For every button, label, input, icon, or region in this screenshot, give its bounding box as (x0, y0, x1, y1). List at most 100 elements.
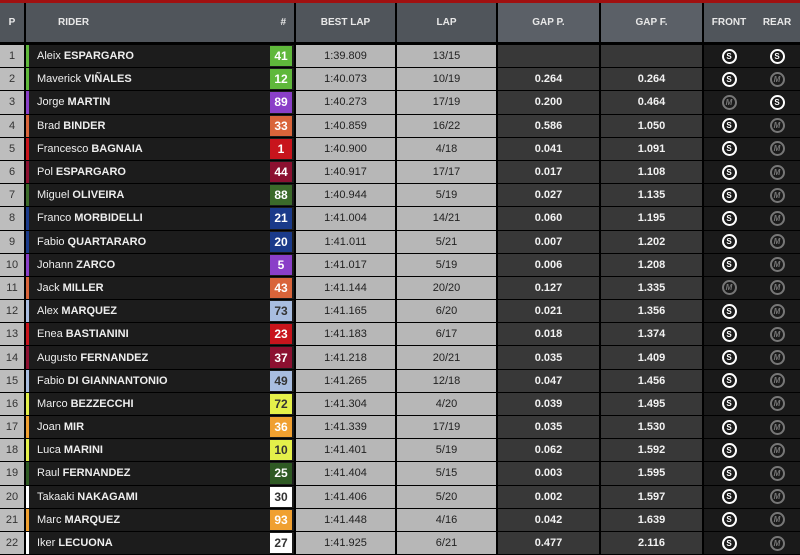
header-front[interactable]: FRONT (704, 3, 754, 42)
best-lap: 1:40.273 (296, 91, 397, 114)
rider-last-name: NAKAGAMI (77, 490, 138, 503)
rider-cell: Johann ZARCO 5 (26, 253, 296, 276)
rear-tyre: M (754, 160, 800, 184)
table-row[interactable]: 14 Augusto FERNANDEZ 37 1:41.218 20/21 0.… (0, 346, 800, 370)
table-row[interactable]: 9 Fabio QUARTARARO 20 1:41.011 5/21 0.007… (0, 230, 800, 254)
table-row[interactable]: 11 Jack MILLER 43 1:41.144 20/20 0.127 1.… (0, 276, 800, 301)
gap-previous: 0.062 (498, 439, 601, 462)
tyre-medium-icon: M (769, 303, 785, 319)
tyre-soft-icon: S (721, 535, 737, 551)
rider-number-badge: 49 (270, 370, 292, 391)
tyre-soft-icon: S (721, 350, 737, 366)
rider-last-name: MARQUEZ (64, 513, 121, 526)
best-lap: 1:40.944 (296, 184, 397, 207)
rider-cell: Aleix ESPARGARO 41 (26, 45, 296, 68)
rider-last-name: LECUONA (58, 537, 113, 550)
position: 15 (0, 369, 26, 392)
rider-first-name: Marco (37, 397, 68, 410)
table-row[interactable]: 15 Fabio DI GIANNANTONIO 49 1:41.265 12/1… (0, 369, 800, 393)
front-tyre: M (704, 91, 754, 114)
header-rear[interactable]: REAR (754, 3, 800, 42)
rider-cell: Pol ESPARGARO 44 (26, 160, 296, 184)
gap-previous: 0.127 (498, 276, 601, 300)
table-row[interactable]: 1 Aleix ESPARGARO 41 1:39.809 13/15 S S (0, 45, 800, 69)
best-lap: 1:40.900 (296, 137, 397, 160)
header-p[interactable]: P (0, 3, 26, 42)
rider-first-name: Fabio (37, 374, 65, 387)
lap: 5/15 (397, 462, 498, 485)
rider-first-name: Jack (37, 281, 60, 294)
table-row[interactable]: 4 Brad BINDER 33 1:40.859 16/22 0.586 1.0… (0, 114, 800, 138)
position: 3 (0, 91, 26, 114)
best-lap: 1:41.183 (296, 323, 397, 346)
lap: 5/19 (397, 184, 498, 207)
rider-cell: Fabio DI GIANNANTONIO 49 (26, 369, 296, 392)
table-row[interactable]: 2 Maverick VIÑALES 12 1:40.073 10/19 0.26… (0, 68, 800, 92)
gap-previous: 0.042 (498, 508, 601, 531)
rear-tyre: M (754, 485, 800, 508)
table-row[interactable]: 13 Enea BASTIANINI 23 1:41.183 6/17 0.018… (0, 323, 800, 347)
timing-table: P RIDER # BEST LAP LAP GAP P. GAP F. FRON… (0, 3, 800, 555)
best-lap: 1:39.809 (296, 45, 397, 68)
lap: 20/20 (397, 276, 498, 300)
header-best-lap[interactable]: BEST LAP (296, 3, 397, 42)
table-row[interactable]: 5 Francesco BAGNAIA 1 1:40.900 4/18 0.041… (0, 137, 800, 161)
table-row[interactable]: 6 Pol ESPARGARO 44 1:40.917 17/17 0.017 1… (0, 160, 800, 185)
rider-cell: Augusto FERNANDEZ 37 (26, 346, 296, 369)
gap-first: 1.050 (601, 114, 704, 137)
lap: 17/17 (397, 160, 498, 184)
tyre-medium-icon: M (769, 280, 785, 296)
rider-last-name: ESPARGARO (63, 50, 134, 63)
header-gap-f[interactable]: GAP F. (601, 3, 704, 42)
rider-last-name: MORBIDELLI (74, 212, 143, 225)
rear-tyre: M (754, 207, 800, 230)
rider-first-name: Alex (37, 305, 59, 318)
table-row[interactable]: 19 Raul FERNANDEZ 25 1:41.404 5/15 0.003 … (0, 462, 800, 486)
position: 10 (0, 253, 26, 276)
rear-tyre: M (754, 508, 800, 531)
gap-first: 1.597 (601, 485, 704, 508)
table-row[interactable]: 12 Alex MARQUEZ 73 1:41.165 6/20 0.021 1.… (0, 300, 800, 324)
rider-cell: Marc MARQUEZ 93 (26, 508, 296, 531)
lap: 10/19 (397, 68, 498, 91)
rider-last-name: VIÑALES (84, 73, 132, 86)
header-rider[interactable]: RIDER # (26, 3, 296, 42)
header-lap[interactable]: LAP (397, 3, 498, 42)
best-lap: 1:40.073 (296, 68, 397, 91)
table-row[interactable]: 3 Jorge MARTIN 89 1:40.273 17/19 0.200 0.… (0, 91, 800, 115)
gap-first: 1.530 (601, 416, 704, 439)
table-row[interactable]: 21 Marc MARQUEZ 93 1:41.448 4/16 0.042 1.… (0, 508, 800, 532)
gap-first: 1.595 (601, 462, 704, 485)
front-tyre: S (704, 68, 754, 91)
rider-last-name: FERNANDEZ (80, 351, 149, 364)
header-gap-p[interactable]: GAP P. (498, 3, 601, 42)
rider-first-name: Enea (37, 328, 63, 341)
table-row[interactable]: 18 Luca MARINI 10 1:41.401 5/19 0.062 1.5… (0, 439, 800, 463)
table-row[interactable]: 7 Miguel OLIVEIRA 88 1:40.944 5/19 0.027 … (0, 184, 800, 208)
best-lap: 1:41.925 (296, 531, 397, 555)
table-row[interactable]: 17 Joan MIR 36 1:41.339 17/19 0.035 1.530… (0, 416, 800, 440)
lap: 4/18 (397, 137, 498, 160)
lap: 14/21 (397, 207, 498, 230)
rider-last-name: MILLER (62, 281, 104, 294)
tyre-soft-icon: S (721, 303, 737, 319)
table-row[interactable]: 16 Marco BEZZECCHI 72 1:41.304 4/20 0.039… (0, 392, 800, 416)
rider-number-badge: 21 (270, 208, 292, 229)
rear-tyre: M (754, 346, 800, 369)
table-row[interactable]: 8 Franco MORBIDELLI 21 1:41.004 14/21 0.0… (0, 207, 800, 231)
gap-previous (498, 45, 601, 68)
table-row[interactable]: 22 Iker LECUONA 27 1:41.925 6/21 0.477 2.… (0, 531, 800, 555)
lap: 16/22 (397, 114, 498, 137)
table-row[interactable]: 20 Takaaki NAKAGAMI 30 1:41.406 5/20 0.00… (0, 485, 800, 509)
top-accent-bar (0, 0, 800, 3)
tyre-medium-icon: M (769, 164, 785, 180)
tyre-soft-icon: S (721, 48, 737, 64)
rider-first-name: Augusto (37, 351, 78, 364)
rear-tyre: M (754, 300, 800, 323)
rider-number-badge: 23 (270, 324, 292, 345)
table-row[interactable]: 10 Johann ZARCO 5 1:41.017 5/19 0.006 1.2… (0, 253, 800, 277)
rider-cell: Jack MILLER 43 (26, 276, 296, 300)
rider-cell: Brad BINDER 33 (26, 114, 296, 137)
gap-previous: 0.035 (498, 346, 601, 369)
tyre-medium-icon: M (769, 257, 785, 273)
